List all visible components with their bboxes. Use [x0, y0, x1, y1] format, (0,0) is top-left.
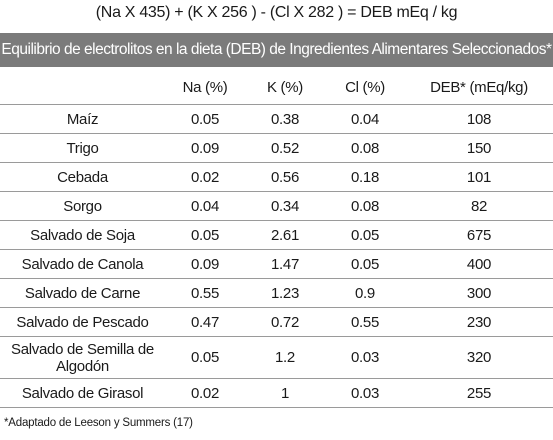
deb-formula: (Na X 435) + (K X 256 ) - (Cl X 282 ) = …: [95, 4, 458, 21]
k-value: 1.47: [245, 249, 325, 279]
footnote: *Adaptado de Leeson y Summers (17): [4, 417, 193, 429]
na-value: 0.09: [165, 249, 245, 279]
k-value: 0.34: [245, 191, 325, 221]
na-value: 0.47: [165, 307, 245, 337]
cl-value: 0.18: [325, 162, 405, 192]
table-row: Salvado de Semilla de Algodón 0.05 1.2 0…: [0, 336, 553, 379]
table-header-row: Na (%) K (%) Cl (%) DEB* (mEq/kg): [0, 71, 553, 105]
ingredient-name: Cebada: [0, 162, 165, 192]
deb-value: 82: [405, 191, 553, 221]
na-value: 0.09: [165, 133, 245, 163]
header-na: Na (%): [165, 71, 245, 105]
k-value: 1.23: [245, 278, 325, 308]
k-value: 0.72: [245, 307, 325, 337]
table-row: Trigo 0.09 0.52 0.08 150: [0, 133, 553, 163]
table-row: Salvado de Soja 0.05 2.61 0.05 675: [0, 220, 553, 250]
deb-table: Na (%) K (%) Cl (%) DEB* (mEq/kg) Maíz 0…: [0, 71, 553, 408]
table-row: Salvado de Pescado 0.47 0.72 0.55 230: [0, 307, 553, 337]
deb-value: 108: [405, 104, 553, 134]
k-value: 0.52: [245, 133, 325, 163]
ingredient-name: Salvado de Soja: [0, 220, 165, 250]
ingredient-name: Salvado de Pescado: [0, 307, 165, 337]
header-ingredient: [0, 71, 165, 105]
deb-value: 400: [405, 249, 553, 279]
cl-value: 0.03: [325, 336, 405, 379]
cl-value: 0.55: [325, 307, 405, 337]
deb-value: 230: [405, 307, 553, 337]
cl-value: 0.08: [325, 133, 405, 163]
cl-value: 0.04: [325, 104, 405, 134]
table-row: Salvado de Canola 0.09 1.47 0.05 400: [0, 249, 553, 279]
table-row: Sorgo 0.04 0.34 0.08 82: [0, 191, 553, 221]
table-row: Maíz 0.05 0.38 0.04 108: [0, 104, 553, 134]
cl-value: 0.05: [325, 220, 405, 250]
ingredient-name: Sorgo: [0, 191, 165, 221]
cl-value: 0.03: [325, 378, 405, 408]
deb-value: 675: [405, 220, 553, 250]
deb-value: 101: [405, 162, 553, 192]
ingredient-name: Trigo: [0, 133, 165, 163]
na-value: 0.55: [165, 278, 245, 308]
deb-value: 300: [405, 278, 553, 308]
header-k: K (%): [245, 71, 325, 105]
na-value: 0.02: [165, 162, 245, 192]
table-title: Equilibrio de electrolitos en la dieta (…: [0, 33, 553, 67]
deb-value: 255: [405, 378, 553, 408]
ingredient-name: Maíz: [0, 104, 165, 134]
k-value: 0.56: [245, 162, 325, 192]
deb-value: 150: [405, 133, 553, 163]
na-value: 0.05: [165, 336, 245, 379]
ingredient-name: Salvado de Canola: [0, 249, 165, 279]
header-deb: DEB* (mEq/kg): [405, 71, 553, 105]
deb-value: 320: [405, 336, 553, 379]
table-row: Salvado de Girasol 0.02 1 0.03 255: [0, 378, 553, 408]
cl-value: 0.05: [325, 249, 405, 279]
ingredient-name: Salvado de Carne: [0, 278, 165, 308]
k-value: 1: [245, 378, 325, 408]
na-value: 0.02: [165, 378, 245, 408]
cl-value: 0.08: [325, 191, 405, 221]
header-cl: Cl (%): [325, 71, 405, 105]
k-value: 0.38: [245, 104, 325, 134]
table-row: Cebada 0.02 0.56 0.18 101: [0, 162, 553, 192]
ingredient-name: Salvado de Girasol: [0, 378, 165, 408]
k-value: 2.61: [245, 220, 325, 250]
na-value: 0.04: [165, 191, 245, 221]
cl-value: 0.9: [325, 278, 405, 308]
na-value: 0.05: [165, 220, 245, 250]
table-row: Salvado de Carne 0.55 1.23 0.9 300: [0, 278, 553, 308]
k-value: 1.2: [245, 336, 325, 379]
na-value: 0.05: [165, 104, 245, 134]
ingredient-name: Salvado de Semilla de Algodón: [0, 336, 165, 379]
